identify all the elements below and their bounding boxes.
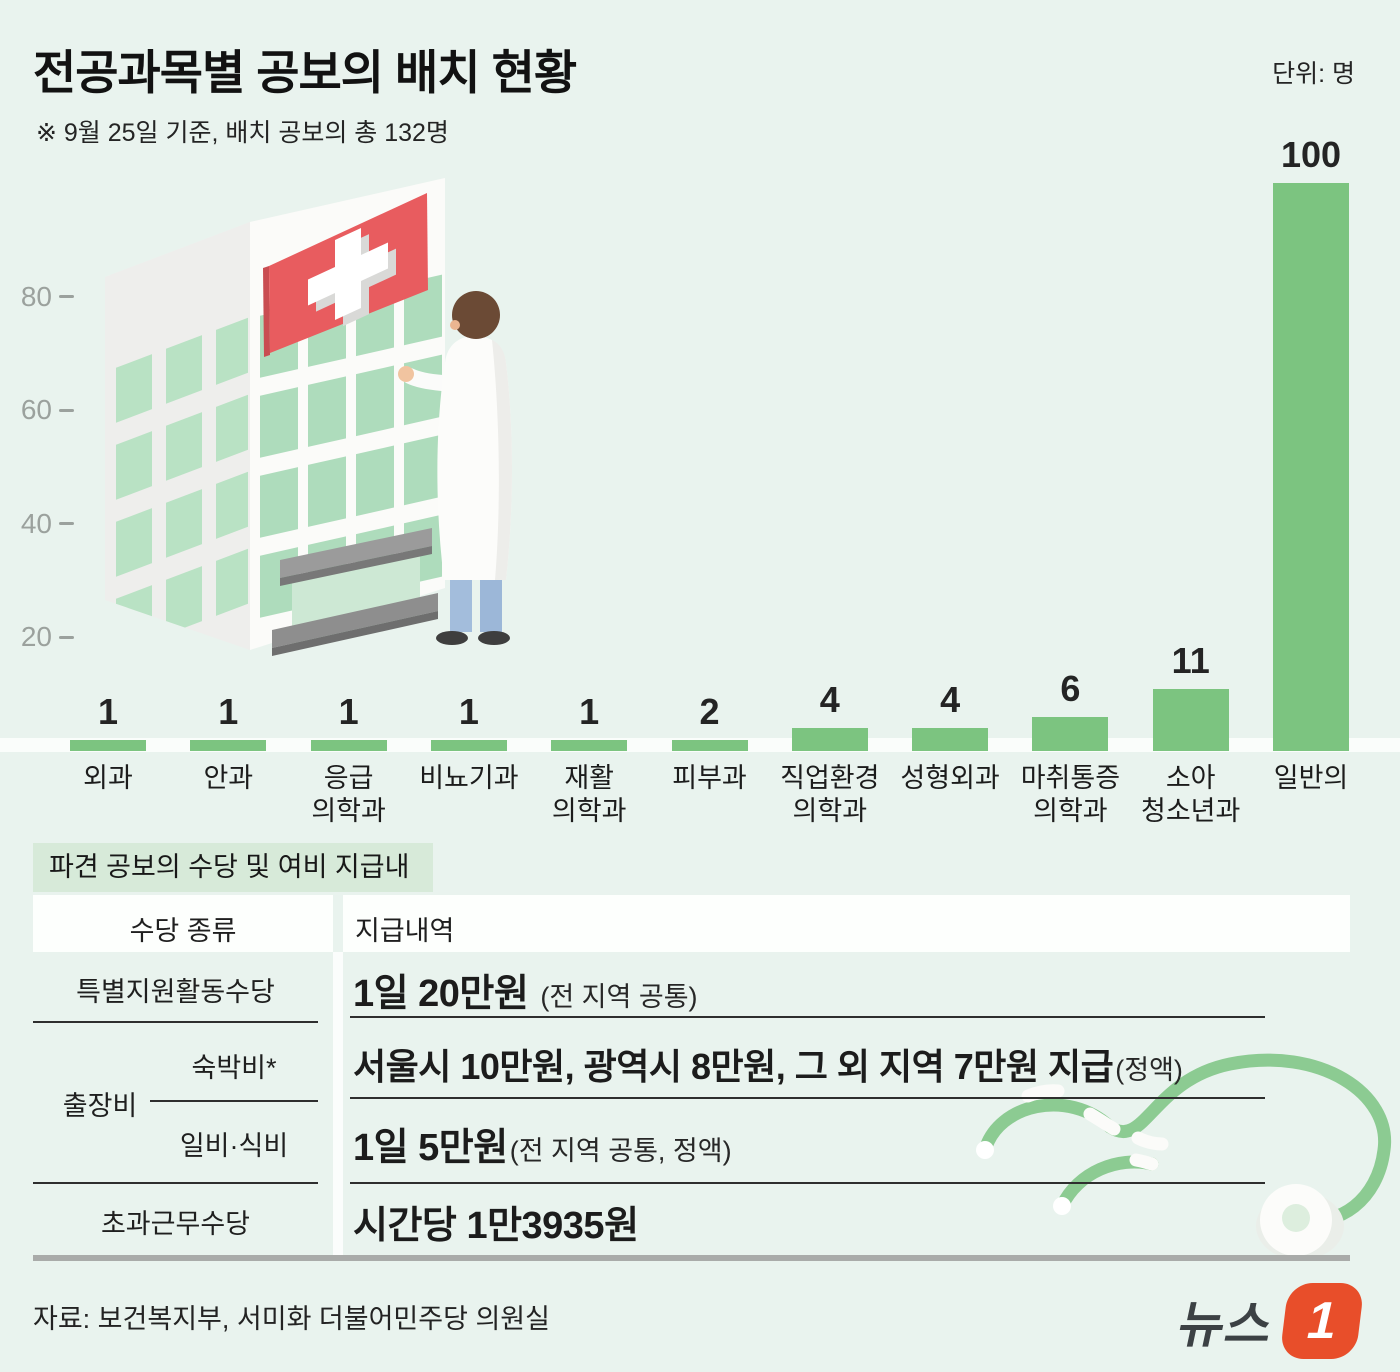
bar-value-label: 11 [1171, 640, 1210, 681]
table-section-title: 파견 공보의 수당 및 여비 지급내역 [33, 843, 433, 931]
bar-category-label: 안과 [203, 763, 254, 793]
bar-value-label: 4 [819, 679, 840, 720]
table-header-band [343, 895, 1350, 952]
bar-0 [70, 740, 146, 751]
bar-8 [1032, 717, 1109, 751]
row-value: 시간당 1만3935원 [353, 1205, 639, 1247]
unit-label: 단위: 명 [1272, 60, 1355, 88]
col-header-type: 수당 종류 [129, 916, 237, 946]
bar-3 [430, 740, 507, 751]
page-title: 전공과목별 공보의 배치 현황 [33, 46, 577, 99]
stethoscope-illustration [976, 1053, 1392, 1260]
row-type-lodging: 숙박비* [191, 1053, 277, 1083]
bar-category-label: 마취통증 의학과 [1020, 763, 1121, 826]
bar-value-label: 1 [579, 691, 600, 732]
row-divider [350, 1182, 1265, 1184]
y-axis-tick: 80 [12, 280, 74, 314]
table-row: 1일 5만원 (전 지역 공통, 정액) [353, 1116, 732, 1171]
bar-9 [1152, 689, 1229, 751]
row-value: 1일 20만원 [353, 973, 529, 1015]
news1-logo-mark: 1 [1279, 1283, 1365, 1359]
table-row: 서울시 10만원, 광역시 8만원, 그 외 지역 7만원 지급 (정액) [353, 1038, 1183, 1090]
row-divider [350, 1016, 1265, 1018]
row-note: (전 지역 공통) [540, 982, 698, 1012]
row-divider [350, 1097, 1265, 1099]
row-divider [33, 1182, 318, 1184]
row-divider [150, 1100, 318, 1102]
bar-5 [671, 740, 748, 751]
cross-icon [308, 227, 388, 321]
row-value: 서울시 10만원, 광역시 8만원, 그 외 지역 7만원 지급 [353, 1046, 1114, 1087]
bar-value-label: 100 [1280, 134, 1342, 175]
row-note: (정액) [1115, 1055, 1183, 1085]
doctor-figure [398, 291, 512, 645]
row-value: 1일 5만원 [353, 1127, 508, 1169]
bar-1 [190, 740, 267, 751]
col-header-detail: 지급내역 [355, 916, 455, 946]
bar-4 [551, 740, 628, 751]
bar-category-label: 외과 [83, 763, 133, 793]
table-row: 시간당 1만3935원 [353, 1194, 639, 1249]
bar-category-label: 응급 의학과 [311, 763, 386, 826]
news1-logo-text: 뉴스 [1173, 1297, 1280, 1353]
bar-2 [310, 740, 387, 751]
bar-value-label: 1 [458, 691, 479, 732]
hospital-sign-edge [263, 266, 270, 357]
bar-category-label: 피부과 [672, 763, 747, 793]
y-axis-tick: 20 [12, 620, 74, 654]
y-axis-tick: 60 [12, 393, 74, 427]
row-type-special-allowance: 특별지원활동수당 [76, 977, 275, 1007]
bar-value-label: 6 [1060, 668, 1081, 709]
row-group-travel: 출장비 [62, 1091, 138, 1121]
bar-category-label: 재활 의학과 [551, 763, 627, 826]
bar-value-label: 1 [338, 691, 359, 732]
bar-category-label: 성형외과 [900, 763, 1000, 793]
source-credit: 자료: 보건복지부, 서미화 더불어민주당 의원실 [33, 1304, 550, 1334]
bar-category-label: 비뇨기과 [419, 763, 519, 793]
y-axis-tick: 40 [12, 507, 74, 541]
bar-category-label: 직업환경 의학과 [780, 763, 880, 826]
bar-category-label: 소아 청소년과 [1141, 763, 1241, 826]
row-note: (전 지역 공통, 정액) [509, 1136, 732, 1166]
bar-10 [1273, 183, 1349, 751]
table-row: 1일 20만원 (전 지역 공통) [353, 962, 698, 1017]
news1-logo: 뉴스 1 [1173, 1283, 1365, 1359]
bar-value-label: 4 [940, 679, 961, 720]
bar-value-label: 2 [699, 691, 720, 732]
hospital-illustration [105, 178, 512, 656]
bar-6 [791, 728, 868, 751]
bar-value-label: 1 [97, 691, 119, 732]
row-divider [33, 1021, 318, 1023]
bar-value-label: 1 [218, 691, 239, 732]
table-bottom-border [33, 1255, 1350, 1261]
bar-7 [912, 728, 989, 751]
row-type-daily-meal: 일비·식비 [179, 1131, 289, 1161]
bar-category-label: 일반의 [1273, 763, 1349, 793]
table-column-divider [333, 952, 343, 1257]
row-type-overtime: 초과근무수당 [100, 1209, 251, 1239]
page-subtitle: ※ 9월 25일 기준, 배치 공보의 총 132명 [36, 119, 449, 147]
table-header-band [33, 895, 333, 952]
